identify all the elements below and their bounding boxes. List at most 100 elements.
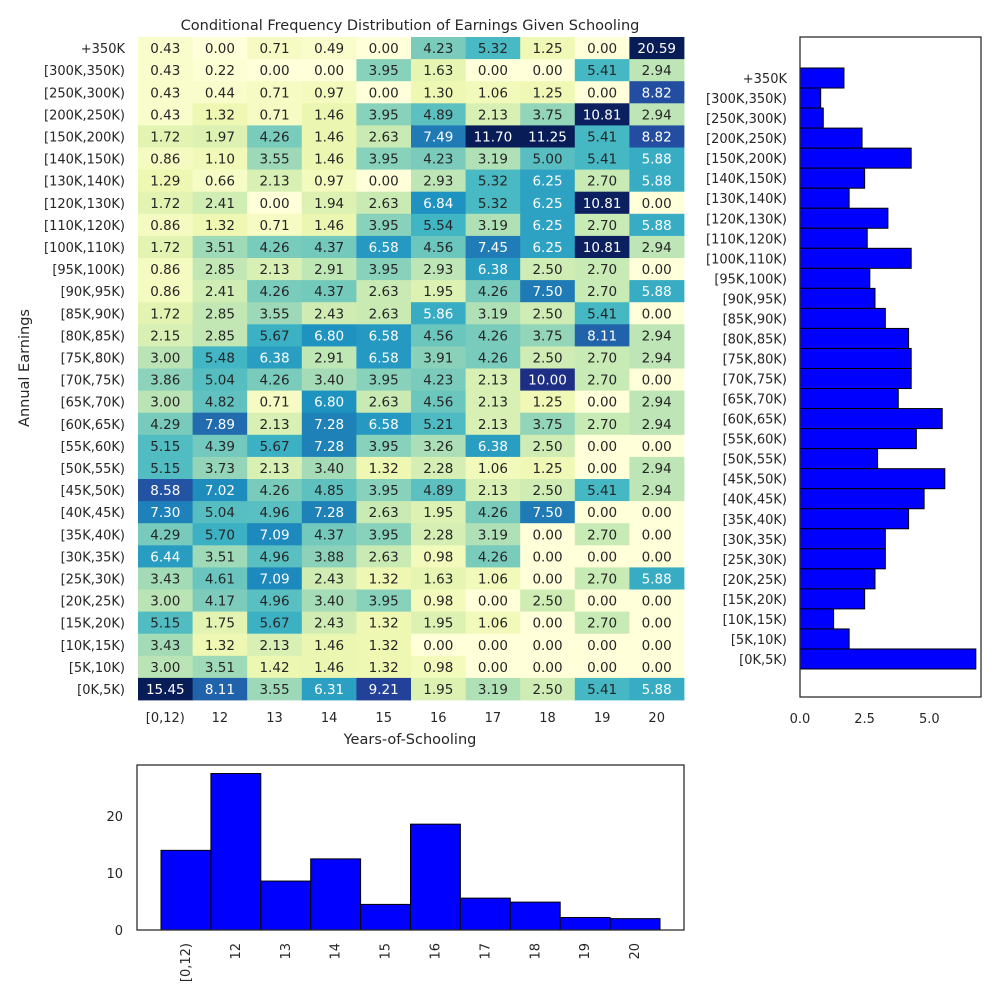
heatmap-cell bbox=[138, 280, 193, 303]
heatmap-cell bbox=[629, 390, 685, 414]
bottom-hist-bar bbox=[310, 858, 362, 931]
heatmap-cell bbox=[520, 501, 576, 524]
right-hist-bar bbox=[799, 428, 917, 450]
heatmap-cell-label: 0.71 bbox=[259, 85, 289, 101]
heatmap-cell-label: 6.31 bbox=[314, 682, 344, 698]
right-hist-bar bbox=[799, 187, 850, 209]
heatmap-cell bbox=[138, 346, 193, 369]
heatmap-cell-label: 4.96 bbox=[259, 594, 289, 610]
heatmap-x-tick-label: [0,12) bbox=[146, 711, 185, 726]
heatmap-cell-label: 1.94 bbox=[314, 196, 344, 212]
heatmap-cell bbox=[411, 169, 466, 193]
heatmap-cell bbox=[247, 545, 303, 568]
heatmap-cell-label: 0.00 bbox=[587, 594, 617, 610]
heatmap-cell-label: 2.70 bbox=[587, 174, 617, 190]
heatmap-cell-label: 0.00 bbox=[478, 638, 508, 654]
heatmap-cell-label: 6.80 bbox=[314, 395, 344, 411]
heatmap-cell-label: 1.32 bbox=[369, 660, 399, 676]
heatmap-cell bbox=[520, 390, 576, 414]
heatmap-cell-label: 4.96 bbox=[259, 549, 289, 565]
heatmap-cell bbox=[192, 103, 248, 126]
heatmap-cell-label: 4.37 bbox=[314, 527, 344, 543]
heatmap-cell-label: 1.46 bbox=[314, 660, 344, 676]
heatmap-cell bbox=[629, 302, 685, 325]
heatmap-cell bbox=[574, 434, 630, 458]
heatmap-y-tick-label: [90K,95K) bbox=[61, 285, 125, 300]
heatmap-cell bbox=[192, 434, 248, 458]
heatmap-cell bbox=[301, 434, 357, 458]
heatmap-cell-label: 0.71 bbox=[259, 218, 289, 234]
bottom-hist-x-tick-label: 14 bbox=[329, 943, 344, 960]
heatmap-cell bbox=[465, 412, 521, 436]
heatmap-cell-label: 5.41 bbox=[587, 152, 617, 168]
heatmap-y-tick-label: [10K,15K) bbox=[61, 639, 125, 654]
bottom-hist-bar bbox=[459, 897, 511, 931]
heatmap-cell bbox=[301, 677, 357, 701]
right-hist-bar bbox=[799, 167, 866, 189]
heatmap-cell-label: 3.00 bbox=[150, 350, 180, 366]
heatmap-cell bbox=[465, 81, 521, 104]
heatmap-y-tick-label: [140K,150K) bbox=[44, 153, 125, 168]
heatmap-cell bbox=[465, 589, 521, 612]
heatmap-cell bbox=[520, 434, 576, 458]
heatmap-cell bbox=[192, 567, 248, 590]
heatmap-cell-label: 0.86 bbox=[150, 262, 180, 278]
heatmap-cell-label: 1.75 bbox=[205, 616, 235, 632]
heatmap-cell bbox=[247, 324, 303, 347]
heatmap-y-tick-label: [45K,50K) bbox=[61, 484, 125, 499]
heatmap-cell-label: 10.00 bbox=[528, 373, 567, 389]
heatmap-cell bbox=[629, 103, 685, 126]
heatmap-cell bbox=[574, 280, 630, 303]
heatmap-cell-label: 0.00 bbox=[642, 660, 672, 676]
heatmap-cell-label: 2.70 bbox=[587, 262, 617, 278]
heatmap-cell bbox=[192, 390, 248, 414]
heatmap-cell-label: 2.70 bbox=[587, 571, 617, 587]
heatmap-cell-label: 1.30 bbox=[423, 85, 453, 101]
heatmap-cell-label: 0.00 bbox=[532, 616, 562, 632]
heatmap-cell-label: 4.26 bbox=[478, 328, 508, 344]
heatmap-cell-label: 1.32 bbox=[369, 616, 399, 632]
heatmap-x-tick-label: 19 bbox=[594, 711, 611, 726]
heatmap-cell bbox=[138, 412, 193, 436]
right-hist-bar bbox=[799, 247, 912, 269]
heatmap-cell-label: 2.28 bbox=[423, 527, 453, 543]
heatmap-cell bbox=[411, 302, 466, 325]
heatmap-cell-label: 4.89 bbox=[423, 483, 453, 499]
heatmap-cell bbox=[465, 434, 521, 458]
heatmap-cell-label: 0.00 bbox=[587, 85, 617, 101]
heatmap-cell bbox=[574, 412, 630, 436]
heatmap-cell-label: 3.95 bbox=[369, 594, 399, 610]
heatmap-cell bbox=[247, 589, 303, 612]
heatmap-cell-label: 0.44 bbox=[205, 85, 235, 101]
heatmap-cell bbox=[574, 523, 630, 546]
heatmap-cell-label: 2.13 bbox=[478, 395, 508, 411]
heatmap-cell bbox=[465, 390, 521, 414]
heatmap-cell bbox=[301, 390, 357, 414]
heatmap-cell bbox=[356, 346, 412, 369]
heatmap-y-tick-label: [150K,200K) bbox=[44, 130, 125, 145]
heatmap-y-tick-label: [300K,350K) bbox=[44, 64, 125, 79]
heatmap-cell-label: 3.51 bbox=[205, 240, 235, 256]
heatmap-cell-label: 2.85 bbox=[205, 306, 235, 322]
heatmap-cell-label: 4.23 bbox=[423, 152, 453, 168]
heatmap-cell bbox=[356, 412, 412, 436]
heatmap-y-tick-label: [15K,20K) bbox=[61, 617, 125, 632]
heatmap-cell-label: 0.00 bbox=[478, 63, 508, 79]
heatmap-cell-label: 4.26 bbox=[259, 240, 289, 256]
right-hist-bar bbox=[799, 287, 876, 309]
right-hist-y-tick-label: [25K,30K) bbox=[723, 553, 787, 568]
heatmap-cell bbox=[629, 368, 685, 391]
heatmap-cell bbox=[574, 677, 630, 701]
heatmap-cell bbox=[465, 545, 521, 568]
heatmap-cell-label: 1.06 bbox=[478, 571, 508, 587]
heatmap-cell-label: 0.00 bbox=[314, 63, 344, 79]
heatmap-cell-label: 1.95 bbox=[423, 505, 453, 521]
heatmap-cell-label: 4.26 bbox=[259, 373, 289, 389]
heatmap-cell bbox=[520, 589, 576, 612]
heatmap-cell bbox=[192, 368, 248, 391]
heatmap-cell bbox=[301, 324, 357, 347]
heatmap-cell bbox=[356, 523, 412, 546]
heatmap-y-tick-label: [0K,5K) bbox=[77, 683, 125, 698]
heatmap-y-tick-label: [110K,120K) bbox=[44, 219, 125, 234]
heatmap-y-tick-label: [85K,90K) bbox=[61, 307, 125, 322]
